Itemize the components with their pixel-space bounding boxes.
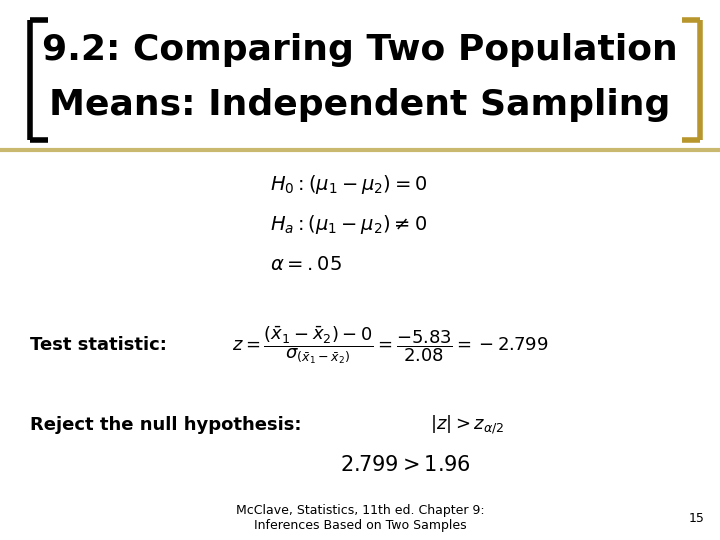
Text: 15: 15 xyxy=(689,511,705,524)
Text: Means: Independent Sampling: Means: Independent Sampling xyxy=(49,88,671,122)
Text: 9.2: Comparing Two Population: 9.2: Comparing Two Population xyxy=(42,33,678,67)
Text: $H_0:(\mu_1 - \mu_2) = 0$: $H_0:(\mu_1 - \mu_2) = 0$ xyxy=(270,173,428,197)
Text: McClave, Statistics, 11th ed. Chapter 9:
Inferences Based on Two Samples: McClave, Statistics, 11th ed. Chapter 9:… xyxy=(235,504,485,532)
Text: $2.799 > 1.96$: $2.799 > 1.96$ xyxy=(340,455,471,475)
Text: $|z| > z_{\alpha/2}$: $|z| > z_{\alpha/2}$ xyxy=(430,414,504,436)
Text: Test statistic:: Test statistic: xyxy=(30,336,167,354)
Text: $\alpha = .05$: $\alpha = .05$ xyxy=(270,255,342,274)
Text: $H_a:(\mu_1 - \mu_2) \neq 0$: $H_a:(\mu_1 - \mu_2) \neq 0$ xyxy=(270,213,427,237)
Text: $z = \dfrac{(\bar{x}_1 - \bar{x}_2) - 0}{\sigma_{(\bar{x}_1 - \bar{x}_2)}} = \df: $z = \dfrac{(\bar{x}_1 - \bar{x}_2) - 0}… xyxy=(232,324,548,366)
Text: Reject the null hypothesis:: Reject the null hypothesis: xyxy=(30,416,302,434)
